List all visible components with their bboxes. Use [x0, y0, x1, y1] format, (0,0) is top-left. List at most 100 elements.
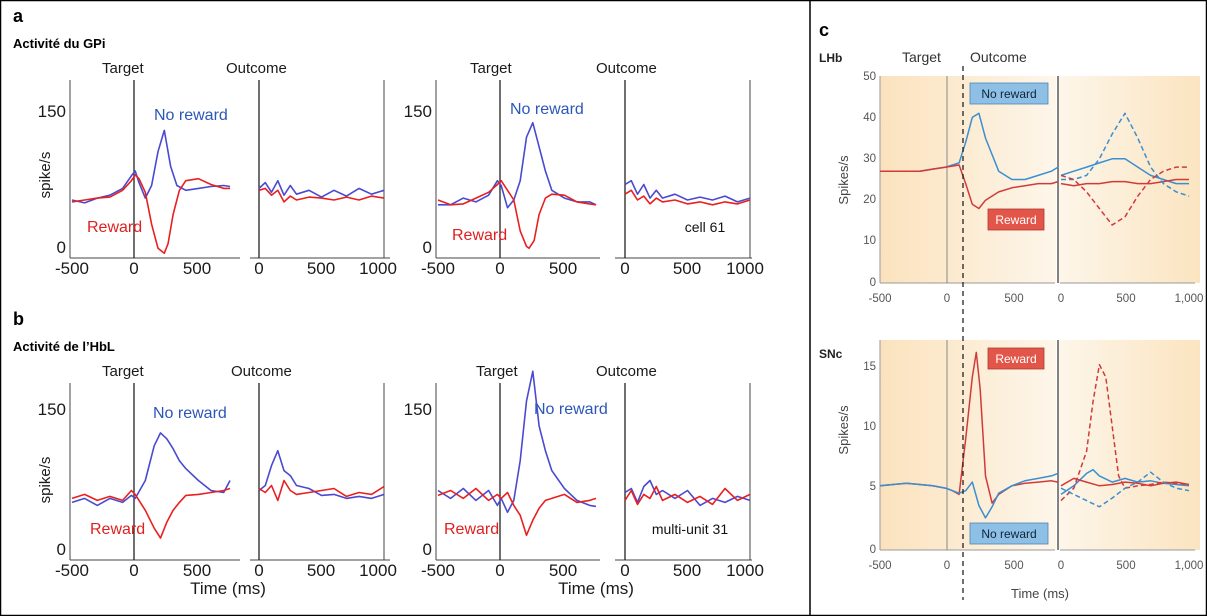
series-line-outcome-no-reward: [624, 179, 751, 203]
y-tick-0: 0: [57, 238, 66, 257]
panel-c-snc-plot: Spikes/s 15 10 5 0 -500 0 500 0 500 1,00…: [836, 340, 1203, 601]
series-line-outcome-reward: [258, 187, 385, 203]
panel-a-subtitle: Activité du GPi: [13, 36, 105, 51]
x-tick-minus500: -500: [868, 560, 891, 572]
snc-outcome-background: [1058, 340, 1200, 550]
region-label-lhb: LHb: [819, 51, 842, 65]
region-label-snc: SNc: [819, 347, 843, 361]
series-line-target-reward: [880, 164, 1059, 210]
y-tick-0: 0: [423, 238, 432, 257]
series-line-outcome-reward: [258, 479, 385, 502]
x-tick-500: 500: [183, 259, 211, 278]
cell-label: cell 61: [685, 219, 726, 235]
x-tick-outcome-1000: 1000: [726, 561, 764, 580]
phase-label-target: Target: [470, 60, 513, 77]
annotation-reward: Reward: [90, 521, 145, 538]
box-reward: Reward: [987, 208, 1045, 231]
x-tick-minus500: -500: [421, 561, 455, 580]
box-no-reward-bg: [969, 522, 1049, 545]
x-tick-500: 500: [549, 259, 577, 278]
x-tick-outcome-500: 500: [673, 561, 701, 580]
x-tick-outcome-0: 0: [1058, 293, 1064, 305]
phase-label-outcome: Outcome: [596, 363, 657, 380]
panel-a-right-plot: Target Outcome 150 0 -500 0 500 0 500 10…: [404, 60, 764, 278]
x-tick-500: 500: [183, 561, 211, 580]
phase-label-target: Target: [102, 60, 145, 77]
series-line-outcome-no-reward: [258, 449, 385, 500]
x-tick-0: 0: [944, 560, 950, 572]
series-line-target-reward: [71, 174, 230, 254]
series-layer: [437, 121, 751, 250]
y-tick-150: 150: [404, 400, 432, 419]
series-line-outcome-no-reward-dashed: [1060, 471, 1190, 508]
x-tick-outcome-1000: 1,000: [1175, 560, 1204, 572]
y-tick-15: 15: [863, 361, 876, 373]
series-line-target-no-reward: [438, 121, 597, 209]
phase-label-target: Target: [476, 363, 519, 380]
annotation-no-reward: No reward: [154, 107, 228, 124]
x-tick-outcome-0: 0: [254, 561, 263, 580]
x-tick-outcome-0: 0: [254, 259, 263, 278]
series-line-target-reward: [437, 179, 597, 250]
x-tick-minus500: -500: [55, 561, 89, 580]
annotation-reward: Reward: [87, 219, 142, 236]
y-tick-5: 5: [870, 481, 876, 493]
x-tick-minus500: -500: [55, 259, 89, 278]
box-reward-bg: [987, 208, 1045, 231]
x-axis-label: Time (ms): [558, 579, 634, 598]
x-tick-outcome-500: 500: [307, 561, 335, 580]
x-tick-minus500: -500: [421, 259, 455, 278]
annotation-reward: Reward: [452, 227, 507, 244]
y-tick-0: 0: [870, 544, 876, 556]
y-axis-label: spike/s: [37, 457, 54, 504]
phase-label-target: Target: [902, 49, 941, 65]
series-line-outcome-reward: [624, 189, 751, 206]
panel-a-letter: a: [13, 6, 24, 26]
x-tick-minus500: -500: [868, 293, 891, 305]
x-tick-0: 0: [944, 293, 950, 305]
series-line-target-reward: [71, 487, 231, 539]
x-tick-outcome-500: 500: [673, 259, 701, 278]
box-no-reward-label: No reward: [981, 527, 1036, 541]
phase-label-outcome: Outcome: [231, 363, 292, 380]
panel-c-letter: c: [819, 20, 829, 40]
y-tick-0: 0: [423, 540, 432, 559]
annotation-reward: Reward: [444, 521, 499, 538]
x-tick-0: 0: [129, 259, 138, 278]
x-tick-outcome-1000: 1,000: [1175, 293, 1204, 305]
y-tick-0: 0: [57, 540, 66, 559]
series-line-target-no-reward: [71, 129, 231, 204]
box-no-reward-bg: [969, 82, 1049, 105]
series-line-target-no-reward: [437, 370, 597, 514]
y-axis-label: spike/s: [37, 152, 54, 199]
y-tick-50: 50: [863, 71, 876, 83]
box-reward-bg: [987, 347, 1045, 370]
y-tick-40: 40: [863, 112, 876, 124]
x-tick-outcome-500: 500: [1116, 293, 1135, 305]
y-tick-150: 150: [404, 102, 432, 121]
x-tick-500: 500: [549, 561, 577, 580]
y-axis-label: Spikes/s: [836, 155, 851, 205]
series-line-target-no-reward: [879, 472, 1059, 519]
x-tick-outcome-0: 0: [620, 561, 629, 580]
series-line-outcome-no-reward: [258, 179, 385, 198]
x-tick-0: 0: [495, 561, 504, 580]
series-line-outcome-reward-dashed: [1060, 363, 1190, 502]
box-no-reward: No reward: [969, 522, 1049, 545]
x-tick-outcome-0: 0: [620, 259, 629, 278]
series-line-outcome-no-reward: [624, 479, 751, 507]
y-tick-10: 10: [863, 421, 876, 433]
phase-label-outcome: Outcome: [970, 49, 1027, 65]
x-tick-0: 0: [495, 259, 504, 278]
series-layer: [71, 129, 385, 254]
annotation-no-reward: No reward: [510, 101, 584, 118]
series-line-target-no-reward: [71, 432, 231, 507]
y-tick-10: 10: [863, 235, 876, 247]
box-no-reward-label: No reward: [981, 87, 1036, 101]
y-tick-0: 0: [870, 277, 876, 289]
cell-label: multi-unit 31: [652, 521, 728, 537]
x-tick-outcome-1000: 1000: [726, 259, 764, 278]
box-reward-label: Reward: [995, 352, 1036, 366]
